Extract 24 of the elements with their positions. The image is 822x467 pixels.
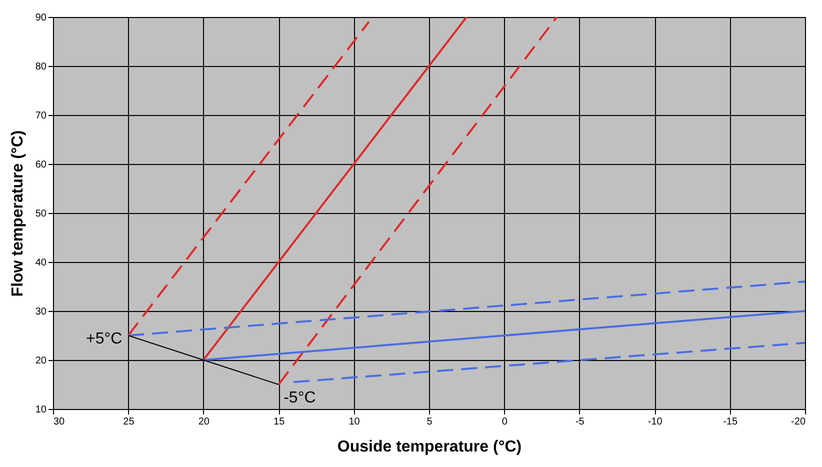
x-tick-label: 30 — [54, 416, 66, 428]
x-tick-label: 20 — [198, 416, 210, 428]
y-tick-label: 10 — [35, 404, 47, 416]
x-tick-label: -15 — [723, 416, 738, 428]
annotation: -5°C — [284, 390, 316, 406]
y-tick-label: 50 — [35, 208, 47, 220]
y-axis-title: Flow temperature (°C) — [9, 130, 26, 297]
y-tick-label: 20 — [35, 356, 47, 366]
x-tick-label: 15 — [274, 416, 286, 428]
y-tick-label: 90 — [35, 12, 47, 24]
y-tick-label: 60 — [35, 160, 47, 170]
y-tick-label: 30 — [35, 306, 47, 318]
x-tick-label: 25 — [123, 416, 135, 428]
annotation: +5°C — [86, 330, 122, 348]
x-tick-label: 5 — [426, 416, 433, 428]
y-tick-label: 70 — [35, 110, 47, 122]
x-tick-label: 0 — [502, 416, 508, 428]
y-tick-label: 80 — [35, 62, 47, 72]
x-axis-title: Ouside temperature (°C) — [337, 438, 522, 456]
y-tick-label: 40 — [35, 258, 47, 268]
x-tick-label: -5 — [575, 416, 585, 428]
x-tick-label: -10 — [648, 416, 663, 428]
x-tick-label: -20 — [791, 416, 806, 428]
x-tick-label: 10 — [348, 416, 360, 428]
